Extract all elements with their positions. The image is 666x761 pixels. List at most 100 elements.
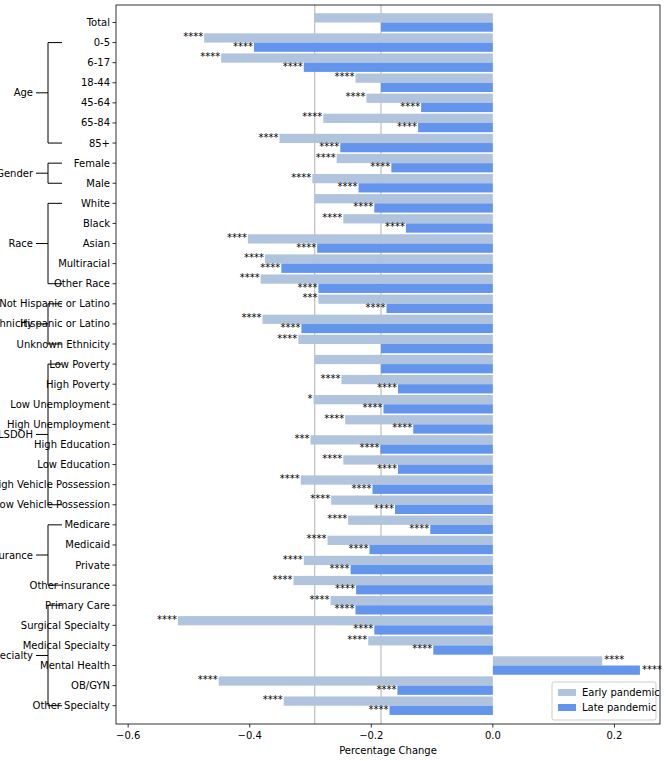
- bar: [343, 214, 493, 223]
- bar: [355, 74, 492, 83]
- significance: ****: [353, 623, 373, 634]
- y-tick: [113, 384, 117, 385]
- bar: [314, 395, 493, 404]
- significance: ****: [330, 563, 350, 574]
- category-label: Private: [75, 560, 110, 571]
- bar: [359, 183, 493, 192]
- significance: ****: [280, 322, 300, 333]
- category-label: OB/GYN: [71, 680, 110, 691]
- category-label: High Vehicle Possession: [0, 479, 110, 490]
- significance: ****: [374, 503, 394, 514]
- significance: ****: [392, 422, 412, 433]
- significance: ****: [642, 664, 662, 675]
- significance: ****: [376, 684, 396, 695]
- group-label: Specialty: [0, 650, 33, 661]
- category-label: Asian: [83, 238, 110, 249]
- y-tick: [113, 143, 117, 144]
- bar: [301, 475, 493, 484]
- bar: [337, 154, 493, 163]
- significance: ****: [353, 201, 373, 212]
- legend-swatch: [558, 704, 576, 711]
- significance: ****: [352, 483, 372, 494]
- bar: [315, 13, 493, 22]
- bar: [493, 656, 602, 665]
- significance: ****: [302, 111, 322, 122]
- y-tick: [113, 283, 117, 284]
- bar: [493, 666, 640, 675]
- significance: ****: [227, 232, 247, 243]
- bar: [418, 123, 493, 132]
- bar: [373, 485, 493, 494]
- significance: ****: [283, 554, 303, 565]
- bar: [381, 344, 493, 353]
- group-label: Insurance: [0, 550, 33, 561]
- bar: [390, 706, 493, 715]
- y-tick: [113, 82, 117, 83]
- significance: ****: [369, 704, 389, 715]
- bar: [248, 234, 493, 243]
- bar: [398, 465, 493, 474]
- significance: ***: [295, 433, 310, 444]
- bar: [343, 455, 493, 464]
- x-tick: [492, 724, 493, 728]
- significance: ****: [334, 603, 354, 614]
- significance: ****: [359, 442, 379, 453]
- bar: [304, 63, 493, 72]
- significance: ****: [316, 152, 336, 163]
- significance: ****: [365, 302, 385, 313]
- bar: [421, 103, 493, 112]
- bar: [397, 686, 492, 695]
- y-tick: [113, 404, 117, 405]
- significance: ****: [198, 674, 218, 685]
- legend-swatch: [558, 689, 576, 696]
- y-tick: [113, 183, 117, 184]
- y-tick: [113, 364, 117, 365]
- y-tick: [113, 102, 117, 103]
- labels: ****************************************…: [157, 31, 662, 715]
- bar: [381, 22, 493, 31]
- y-tick: [113, 22, 117, 23]
- category-label: Total: [86, 17, 110, 28]
- significance: ****: [291, 172, 311, 183]
- significance: ****: [297, 282, 317, 293]
- legend-label: Early pandemic: [582, 687, 660, 698]
- bar: [406, 223, 493, 232]
- bar: [293, 576, 492, 585]
- x-tick: [371, 724, 372, 728]
- category-label: Other insurance: [30, 580, 110, 591]
- bar: [298, 335, 493, 344]
- category-label: Unknown Ethnicity: [17, 339, 110, 350]
- category-label: Mental Health: [40, 660, 110, 671]
- y-tick: [113, 544, 117, 545]
- group-label: NLSDOH: [0, 429, 33, 440]
- significance: ****: [263, 694, 283, 705]
- y-tick: [113, 504, 117, 505]
- category-label: Surgical Specialty: [21, 620, 110, 631]
- y-tick: [113, 464, 117, 465]
- category-label: Hispanic or Latino: [20, 318, 110, 329]
- significance: ****: [272, 574, 292, 585]
- bar: [395, 505, 493, 514]
- significance: ****: [157, 614, 177, 625]
- significance: ****: [310, 493, 330, 504]
- y-tick: [113, 163, 117, 164]
- group-bracket: [36, 203, 62, 283]
- significance: ****: [200, 51, 220, 62]
- category-label: Other Race: [54, 278, 110, 289]
- bar: [318, 295, 492, 304]
- significance: ****: [385, 221, 405, 232]
- x-tick-label: 0.0: [485, 730, 501, 741]
- category-label: High Education: [34, 439, 110, 450]
- category-label: Black: [83, 218, 110, 229]
- group-label: Ethnicity: [0, 318, 33, 329]
- x-tick-label: −0.6: [116, 730, 140, 741]
- group-bracket: [36, 304, 62, 344]
- bars: [178, 13, 640, 715]
- bar: [315, 194, 493, 203]
- bar: [261, 274, 493, 283]
- significance: *: [308, 393, 313, 404]
- significance: ****: [322, 212, 342, 223]
- y-tick: [113, 223, 117, 224]
- significance: ****: [324, 413, 344, 424]
- significance: ****: [334, 71, 354, 82]
